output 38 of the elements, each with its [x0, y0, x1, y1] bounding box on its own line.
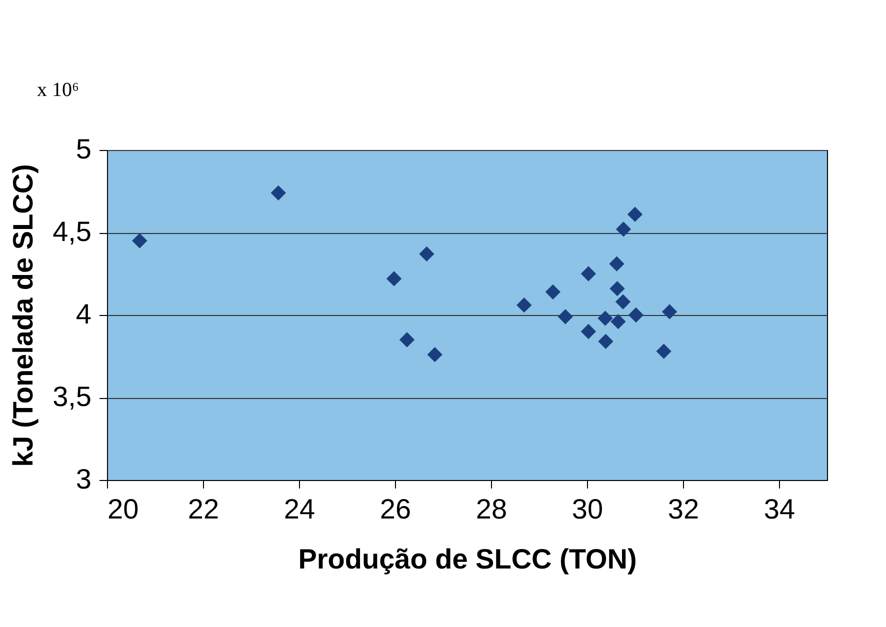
y-tick-label: 3,5 [52, 381, 92, 412]
point [598, 334, 614, 349]
x-tick-label: 26 [380, 494, 412, 524]
point [616, 222, 632, 237]
point [628, 307, 644, 323]
y-tick-label: 3 [76, 464, 92, 494]
point [516, 298, 532, 313]
point [427, 347, 442, 362]
x-tick-label: 22 [188, 494, 220, 524]
x-tick-label: 30 [572, 494, 604, 524]
point [399, 332, 415, 348]
y-tick-label: 4,5 [52, 216, 92, 247]
point [598, 310, 613, 326]
x-axis-title: Produção de SLCC (TON) [298, 544, 637, 574]
x-tick-label: 32 [668, 494, 700, 524]
point [270, 185, 286, 200]
point [580, 266, 596, 282]
point [609, 256, 624, 272]
y-tick-label: 4 [76, 298, 92, 330]
point [558, 309, 573, 324]
point [610, 281, 625, 296]
point [627, 206, 643, 222]
point [615, 294, 631, 310]
x-tick-label: 24 [284, 494, 316, 524]
y-tick-label: 5 [76, 134, 92, 164]
x-tick-label: 34 [764, 494, 796, 524]
text: x 10⁶ [37, 79, 79, 101]
y-axis-title: kJ (Tonelada de SLCC) [8, 164, 39, 467]
point [580, 324, 596, 340]
point [419, 246, 434, 262]
x-tick-label: 20 [108, 494, 139, 524]
x-tick-label: 28 [476, 494, 508, 524]
point [610, 314, 626, 330]
point [545, 284, 561, 300]
point [662, 304, 678, 320]
point [132, 233, 148, 248]
point [656, 344, 672, 359]
point [386, 271, 402, 286]
